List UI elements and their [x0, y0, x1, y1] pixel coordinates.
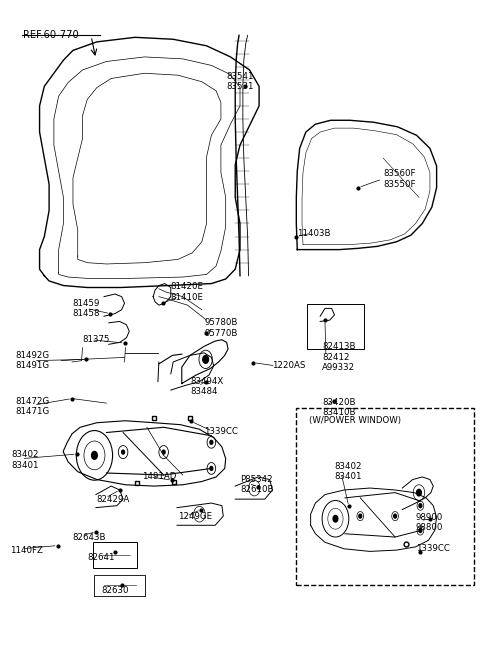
- Text: 83402
83401: 83402 83401: [335, 462, 362, 482]
- Circle shape: [210, 466, 213, 470]
- Text: 1491AD: 1491AD: [142, 472, 177, 482]
- Text: 95780B
95770B: 95780B 95770B: [204, 318, 238, 338]
- Bar: [307, 304, 364, 349]
- Circle shape: [333, 516, 338, 522]
- Circle shape: [162, 450, 165, 454]
- Circle shape: [419, 529, 422, 533]
- Text: 1339CC: 1339CC: [416, 544, 449, 553]
- Text: 1140FZ: 1140FZ: [10, 546, 43, 554]
- Text: 83541
83531: 83541 83531: [226, 72, 254, 91]
- Text: 81492G
81491G: 81492G 81491G: [16, 351, 50, 371]
- Text: 82643B: 82643B: [72, 533, 106, 542]
- Text: 83560F
83550F: 83560F 83550F: [383, 169, 416, 189]
- Text: 82413B
82412
A99332: 82413B 82412 A99332: [322, 342, 356, 373]
- Text: (W/POWER WINDOW): (W/POWER WINDOW): [309, 417, 401, 425]
- Text: 82429A: 82429A: [97, 495, 130, 504]
- Text: 81472G
81471G: 81472G 81471G: [16, 397, 50, 416]
- Text: 81375: 81375: [83, 335, 110, 344]
- Circle shape: [359, 514, 362, 518]
- Text: 81459
81458: 81459 81458: [72, 298, 99, 318]
- Text: P85342
82610B: P85342 82610B: [240, 475, 274, 495]
- Text: 83420B
83410B: 83420B 83410B: [322, 398, 356, 417]
- Text: 1220AS: 1220AS: [273, 361, 306, 371]
- Text: 82630: 82630: [101, 586, 129, 595]
- Circle shape: [92, 451, 97, 459]
- Circle shape: [417, 489, 421, 496]
- Text: 81420E
81410E: 81420E 81410E: [171, 282, 204, 302]
- Text: 82641: 82641: [88, 554, 115, 562]
- Text: REF.60-770: REF.60-770: [23, 30, 79, 40]
- Circle shape: [394, 514, 396, 518]
- Circle shape: [203, 356, 208, 363]
- Circle shape: [210, 440, 213, 444]
- Text: 98900
98800: 98900 98800: [416, 513, 443, 533]
- Text: 83494X
83484: 83494X 83484: [190, 377, 223, 396]
- Circle shape: [121, 450, 124, 454]
- Text: 1339CC: 1339CC: [204, 426, 238, 436]
- Bar: [93, 543, 137, 568]
- Text: 83402
83401: 83402 83401: [11, 450, 38, 470]
- Text: 1249GE: 1249GE: [178, 512, 212, 521]
- Text: 11403B: 11403B: [297, 229, 331, 237]
- Circle shape: [419, 504, 422, 508]
